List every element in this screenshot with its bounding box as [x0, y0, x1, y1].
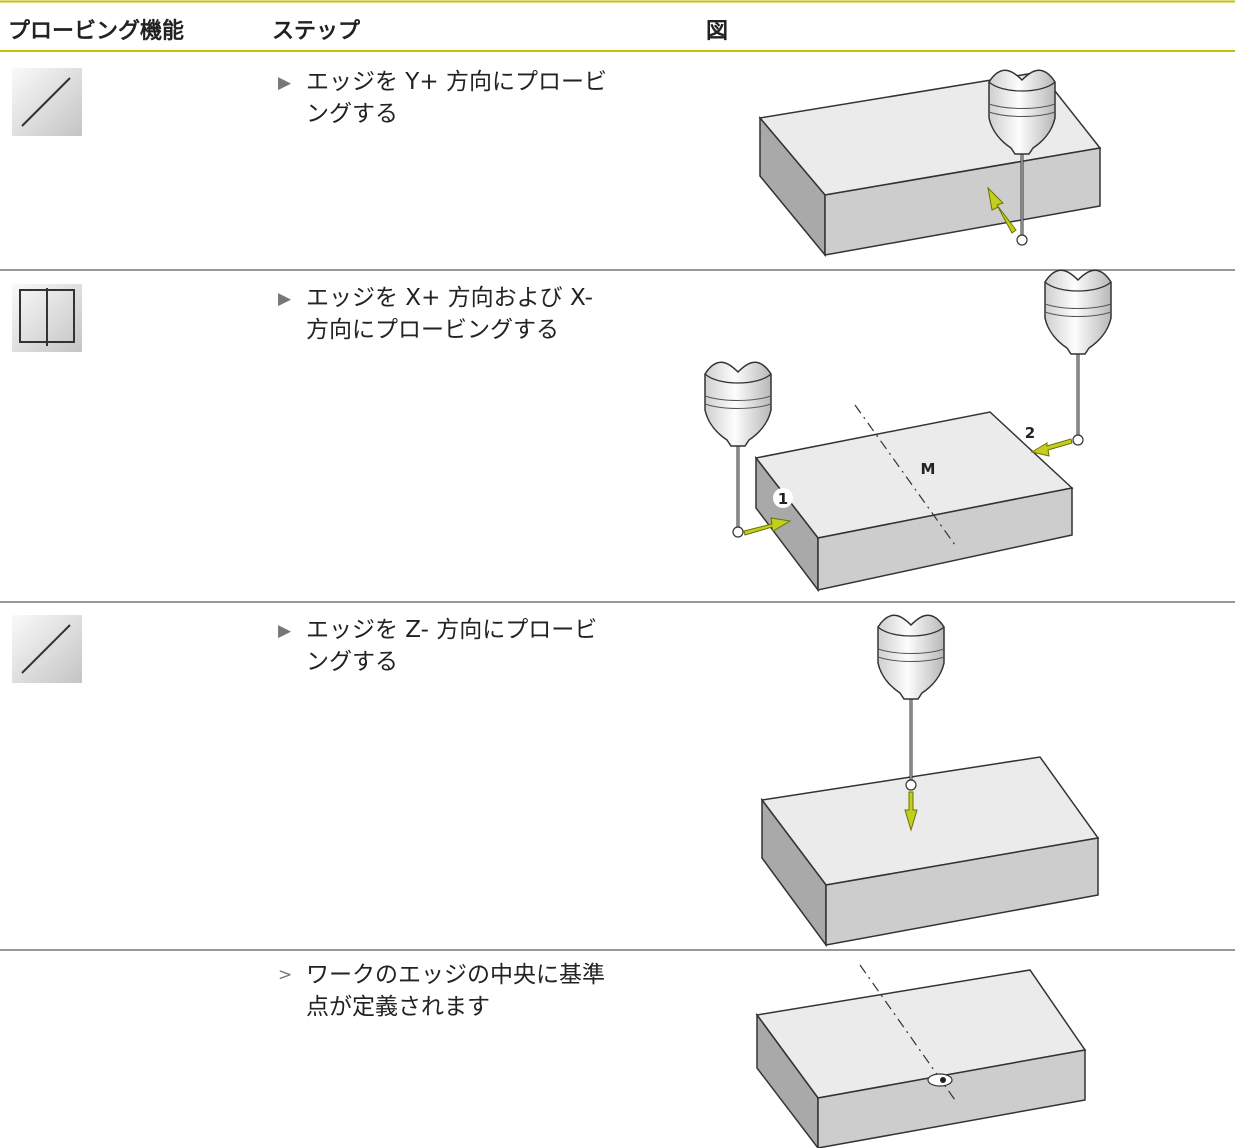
- figure-label: 1: [778, 490, 788, 508]
- figure-part: [756, 1012, 819, 1148]
- figure-part: [743, 517, 792, 536]
- figure-part: [817, 487, 1073, 591]
- step-marker: ▶: [278, 621, 292, 641]
- figure-part: [1030, 438, 1073, 457]
- figure: [758, 68, 1102, 258]
- figure-part: [1043, 268, 1113, 447]
- figure-part: [904, 791, 918, 832]
- figure: [755, 964, 1087, 1148]
- step-marker: >: [278, 965, 292, 985]
- figure-part: [876, 613, 946, 792]
- step-text: ワークのエッジの中央に基準: [306, 962, 605, 988]
- function-icon: [12, 284, 82, 352]
- step-text: ングする: [306, 101, 398, 127]
- function-icon: [12, 615, 82, 683]
- figure-part: [21, 77, 71, 127]
- figure-part: [940, 1077, 946, 1083]
- figure-part: [773, 488, 793, 508]
- figure: 1 2 M: [703, 268, 1113, 593]
- figure: [760, 613, 1100, 948]
- step-text: 方向にプロービングする: [306, 317, 559, 343]
- header-cell: ステップ: [272, 19, 361, 44]
- figure-part: [854, 404, 956, 546]
- step-text: エッジを X+ 方向および X-: [306, 285, 593, 311]
- step-text: ングする: [306, 649, 398, 675]
- header-cell: プロービング機能: [8, 18, 184, 44]
- figure-part: [817, 1049, 1086, 1148]
- figure-label: 2: [1025, 424, 1035, 442]
- figure-label: M: [921, 460, 936, 478]
- figure-part: [21, 624, 71, 674]
- figure-part: [824, 147, 1101, 256]
- figure-part: [825, 837, 1099, 946]
- header-cell: 図: [706, 19, 728, 44]
- step-text: エッジを Z- 方向にプロービ: [306, 617, 597, 643]
- step-text: 点が定義されます: [306, 994, 490, 1020]
- function-icon: [12, 68, 82, 136]
- step-marker: ▶: [278, 289, 292, 309]
- step-text: エッジを Y+ 方向にプロービ: [306, 69, 607, 95]
- figure-part: [987, 186, 1017, 234]
- step-marker: ▶: [278, 73, 292, 93]
